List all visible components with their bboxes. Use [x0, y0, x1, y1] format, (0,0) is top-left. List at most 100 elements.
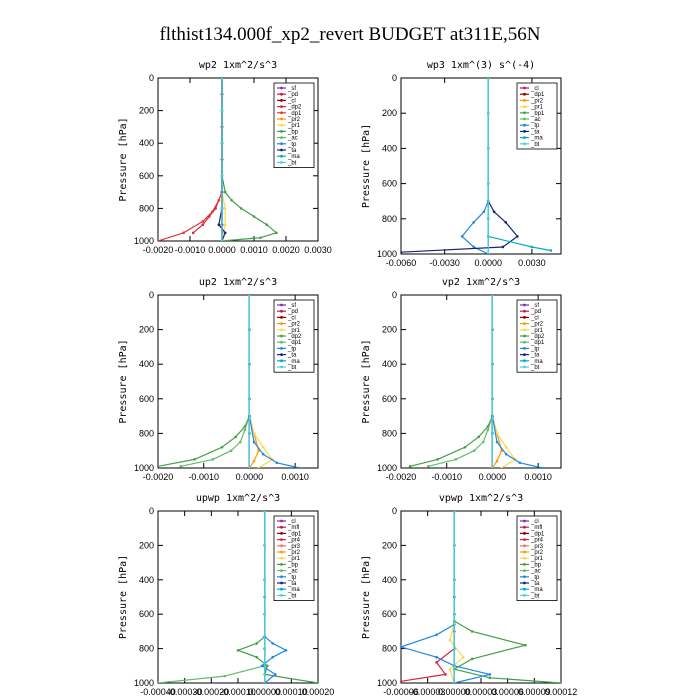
series-point — [486, 428, 490, 432]
legend-marker — [280, 328, 283, 332]
series-line-ac — [158, 511, 266, 683]
plot-frame — [400, 294, 562, 469]
series-point — [261, 452, 265, 456]
y-tick-label: 600 — [139, 171, 154, 181]
series-point — [482, 210, 486, 214]
legend-label: _cl — [287, 98, 296, 104]
y-tick-label: 400 — [382, 575, 397, 585]
series-point — [488, 673, 492, 676]
series-point — [260, 664, 264, 668]
series-point — [211, 458, 215, 461]
legend-label: _pr3 — [530, 544, 544, 550]
legend-label: _dp1 — [530, 531, 545, 537]
series-point — [491, 362, 494, 366]
x-tick-label: -0.0010 — [188, 472, 219, 482]
series-point — [491, 466, 494, 468]
y-tick-label: 800 — [139, 428, 154, 438]
x-tick-label: 0.00009 — [518, 687, 551, 697]
legend-label: _pd — [530, 309, 541, 315]
series-point — [436, 458, 439, 461]
series-point — [488, 676, 492, 680]
series-point — [541, 466, 545, 468]
series-point — [504, 452, 508, 456]
legend-label: _pr1 — [530, 328, 544, 334]
series-point — [453, 544, 456, 547]
legend-marker — [523, 92, 526, 96]
series-point — [495, 440, 499, 444]
legend-label: _sf — [287, 86, 296, 92]
legend-marker — [523, 123, 526, 127]
y-tick-label: 1000 — [377, 463, 397, 473]
legend-marker — [280, 353, 283, 356]
legend-label: _tp — [287, 575, 297, 581]
series-point — [298, 466, 302, 468]
legend-label: _dp1 — [530, 340, 545, 346]
legend-marker — [280, 359, 283, 363]
legend-marker — [523, 544, 526, 548]
x-tick-label: 0.0000 — [236, 472, 264, 482]
y-tick-label: 200 — [382, 108, 397, 118]
legend-marker — [280, 111, 283, 115]
legend-label: _ac — [530, 569, 541, 575]
legend-label: _bt — [530, 142, 540, 148]
series-point — [500, 449, 503, 453]
legend-marker — [523, 347, 526, 350]
legend-marker — [280, 525, 283, 529]
panel-title: vp2 1xm^2/s^3 — [442, 277, 520, 288]
legend-marker — [523, 111, 526, 115]
y-tick-label: 800 — [139, 203, 154, 213]
x-tick-label: 0.0010 — [524, 472, 552, 482]
legend-label: _pr2 — [287, 117, 301, 123]
series-line-pr1 — [449, 511, 464, 683]
x-tick-label: 0.0000 — [475, 258, 503, 268]
panel-title: vpwp 1xm^2/s^3 — [439, 493, 523, 504]
legend-marker — [280, 86, 283, 90]
series-point — [472, 221, 476, 224]
y-tick-label: 400 — [139, 138, 154, 148]
series-point — [271, 655, 274, 659]
series-line-dp1 — [428, 295, 493, 467]
series-point — [530, 245, 534, 249]
series-point — [220, 141, 224, 145]
legend-marker — [523, 334, 526, 338]
legend: _cl_mfl_dp1_pr4_pr3_pr2_pr1_bp_ac_tp_ta_… — [516, 515, 558, 601]
legend-marker — [523, 86, 526, 90]
series-point — [491, 328, 494, 331]
series-point — [220, 174, 224, 178]
y-tick-label: 800 — [139, 644, 154, 654]
y-tick-label: 200 — [382, 540, 397, 550]
legend-marker — [280, 581, 283, 585]
y-tick-label: 600 — [139, 394, 154, 404]
series-point — [448, 638, 452, 642]
legend-marker — [280, 105, 283, 108]
x-tick-label: 0.0020 — [272, 245, 300, 255]
x-tick-label: 0.00020 — [302, 687, 335, 697]
series-point — [248, 466, 251, 468]
plot-frame — [157, 294, 319, 469]
series-point — [486, 111, 490, 115]
series-line-pr4 — [401, 511, 455, 682]
series-point — [501, 245, 505, 249]
legend-label: _dp1 — [287, 531, 302, 537]
y-tick-label: 400 — [139, 575, 154, 585]
legend-label: _ma — [287, 154, 300, 160]
plot-frame — [400, 77, 562, 255]
legend-label: _pr2 — [287, 550, 301, 556]
series-point — [230, 198, 233, 202]
series-point — [448, 667, 452, 671]
y-tick-label: 0 — [392, 506, 397, 516]
series-point — [275, 231, 278, 235]
x-tick-label: 0.0030 — [518, 258, 546, 268]
panel-1: wp3 1xm^(3) s^(-4)02004006008001000-0.00… — [361, 60, 562, 268]
legend-marker — [280, 544, 283, 548]
legend-label: _dp1 — [287, 340, 302, 346]
series-line-dp1 — [180, 295, 250, 467]
y-tick-label: 400 — [139, 359, 154, 369]
legend-marker — [523, 587, 526, 591]
series-point — [463, 445, 467, 449]
legend-marker — [280, 575, 283, 579]
x-tick-label: -0.0060 — [386, 258, 417, 268]
figure-title: flthist134.000f_xp2_revert BUDGET at311E… — [159, 24, 540, 45]
legend-label: _dp2 — [287, 105, 302, 111]
